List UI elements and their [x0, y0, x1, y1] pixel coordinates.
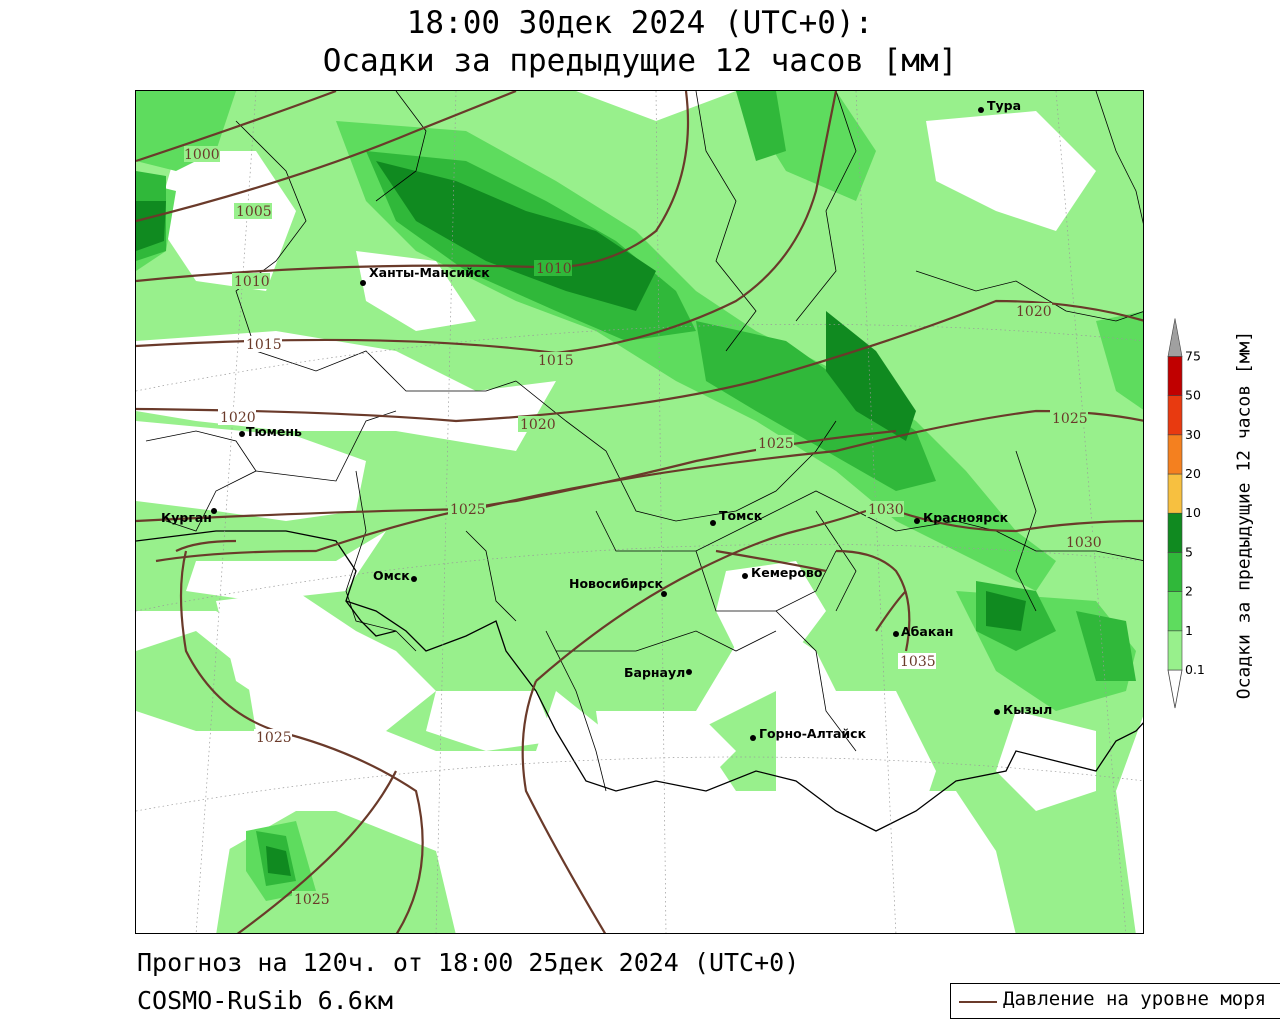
colorbar-tick-label: 5 — [1185, 544, 1193, 559]
city-label-barnaul: Барнаул — [624, 665, 685, 680]
country-border — [136, 530, 1143, 832]
legend-line-swatch — [959, 1001, 997, 1003]
colorbar-min-triangle — [1167, 669, 1183, 709]
colorbar-swatch — [1167, 512, 1183, 553]
city-marker — [411, 576, 417, 582]
city-label-abakan: Абакан — [901, 624, 953, 639]
isobar-label: 1025 — [450, 502, 486, 518]
colorbar-swatch — [1167, 473, 1183, 514]
city-label-kemerovo: Кемерово — [751, 565, 823, 580]
isobar-label: 1000 — [184, 147, 220, 163]
colorbar-title: Осадки за предыдущие 12 часов [мм] — [1233, 330, 1255, 700]
colorbar-swatch — [1167, 434, 1183, 475]
isobar-label: 1010 — [234, 274, 270, 290]
city-marker — [893, 631, 899, 637]
isobar-labels: 1000 1005 1010 1010 1015 1015 1020 1020 … — [184, 146, 1102, 908]
colorbar-tick-label: 75 — [1185, 348, 1201, 363]
city-label-khanty-mansiysk: Ханты-Мансийск — [369, 265, 490, 280]
colorbar-tick-label: 20 — [1185, 466, 1201, 481]
isobar-label: 1030 — [868, 502, 904, 518]
graticule — [136, 91, 1143, 933]
model-name: COSMO-RuSib 6.6км — [137, 986, 393, 1015]
isobar-label: 1020 — [1016, 304, 1052, 320]
isobar-label: 1015 — [538, 353, 574, 369]
map-subtitle: Осадки за предыдущие 12 часов [мм] — [322, 43, 958, 79]
isobar-label: 1025 — [256, 730, 292, 746]
cities: Тура Ханты-Мансийск Тюмень Курган Омск Т… — [161, 98, 1052, 741]
colorbar-tick-label: 2 — [1185, 584, 1193, 599]
colorbar-swatch — [1167, 630, 1183, 671]
city-label-gorno-altaysk: Горно-Алтайск — [759, 726, 867, 741]
city-marker — [661, 591, 667, 597]
city-marker — [914, 518, 920, 524]
colorbar-swatch — [1167, 356, 1183, 396]
pressure-legend: Давление на уровне моря — [950, 983, 1280, 1019]
precipitation-map: 1000 1005 1010 1010 1015 1015 1020 1020 … — [135, 90, 1144, 934]
isobar-label: 1010 — [536, 261, 572, 277]
city-marker — [211, 508, 217, 514]
city-label-tura: Тура — [987, 98, 1021, 113]
colorbar-swatch — [1167, 395, 1183, 436]
city-marker — [239, 431, 245, 437]
colorbar-tick-label: 50 — [1185, 388, 1201, 403]
colorbar-swatch — [1167, 552, 1183, 592]
city-label-omsk: Омск — [373, 568, 410, 583]
legend-label: Давление на уровне моря — [1003, 988, 1267, 1010]
colorbar-swatch — [1167, 591, 1183, 632]
city-label-krasnoyarsk: Красноярск — [923, 510, 1009, 525]
city-marker — [750, 735, 756, 741]
city-marker — [994, 709, 1000, 715]
forecast-info: Прогноз на 120ч. от 18:00 25дек 2024 (UT… — [137, 948, 800, 977]
isobar-label: 1035 — [900, 654, 936, 670]
isobar-label: 1025 — [294, 892, 330, 908]
city-marker — [686, 669, 692, 675]
colorbar-tick-label: 0.1 — [1185, 662, 1205, 677]
isobar-label: 1015 — [246, 337, 282, 353]
isobar-label: 1005 — [236, 204, 272, 220]
colorbar-tick-label: 30 — [1185, 427, 1201, 442]
city-marker — [360, 280, 366, 286]
isobar-label: 1020 — [520, 417, 556, 433]
map-title: 18:00 30дек 2024 (UTC+0): — [406, 5, 874, 41]
city-label-novosibirsk: Новосибирск — [569, 576, 664, 591]
city-marker — [978, 107, 984, 113]
city-label-kyzyl: Кызыл — [1003, 702, 1052, 717]
isobar-label: 1020 — [220, 410, 256, 426]
precipitation-colorbar: 0.1 1 2 5 10 20 30 50 75 — [1167, 318, 1205, 709]
precip-very-heavy-areas — [136, 161, 1026, 876]
city-marker — [742, 573, 748, 579]
city-label-kurgan: Курган — [161, 510, 212, 525]
colorbar-tick-label: 10 — [1185, 505, 1201, 520]
city-label-tomsk: Томск — [719, 508, 763, 523]
city-label-tyumen: Тюмень — [246, 424, 302, 439]
colorbar-max-triangle — [1167, 318, 1183, 357]
isobar-label: 1030 — [1066, 535, 1102, 551]
isobar-label: 1025 — [758, 436, 794, 452]
isobar-label: 1025 — [1052, 411, 1088, 427]
city-marker — [710, 520, 716, 526]
colorbar-tick-label: 1 — [1185, 623, 1193, 638]
dry-areas — [136, 111, 1096, 891]
